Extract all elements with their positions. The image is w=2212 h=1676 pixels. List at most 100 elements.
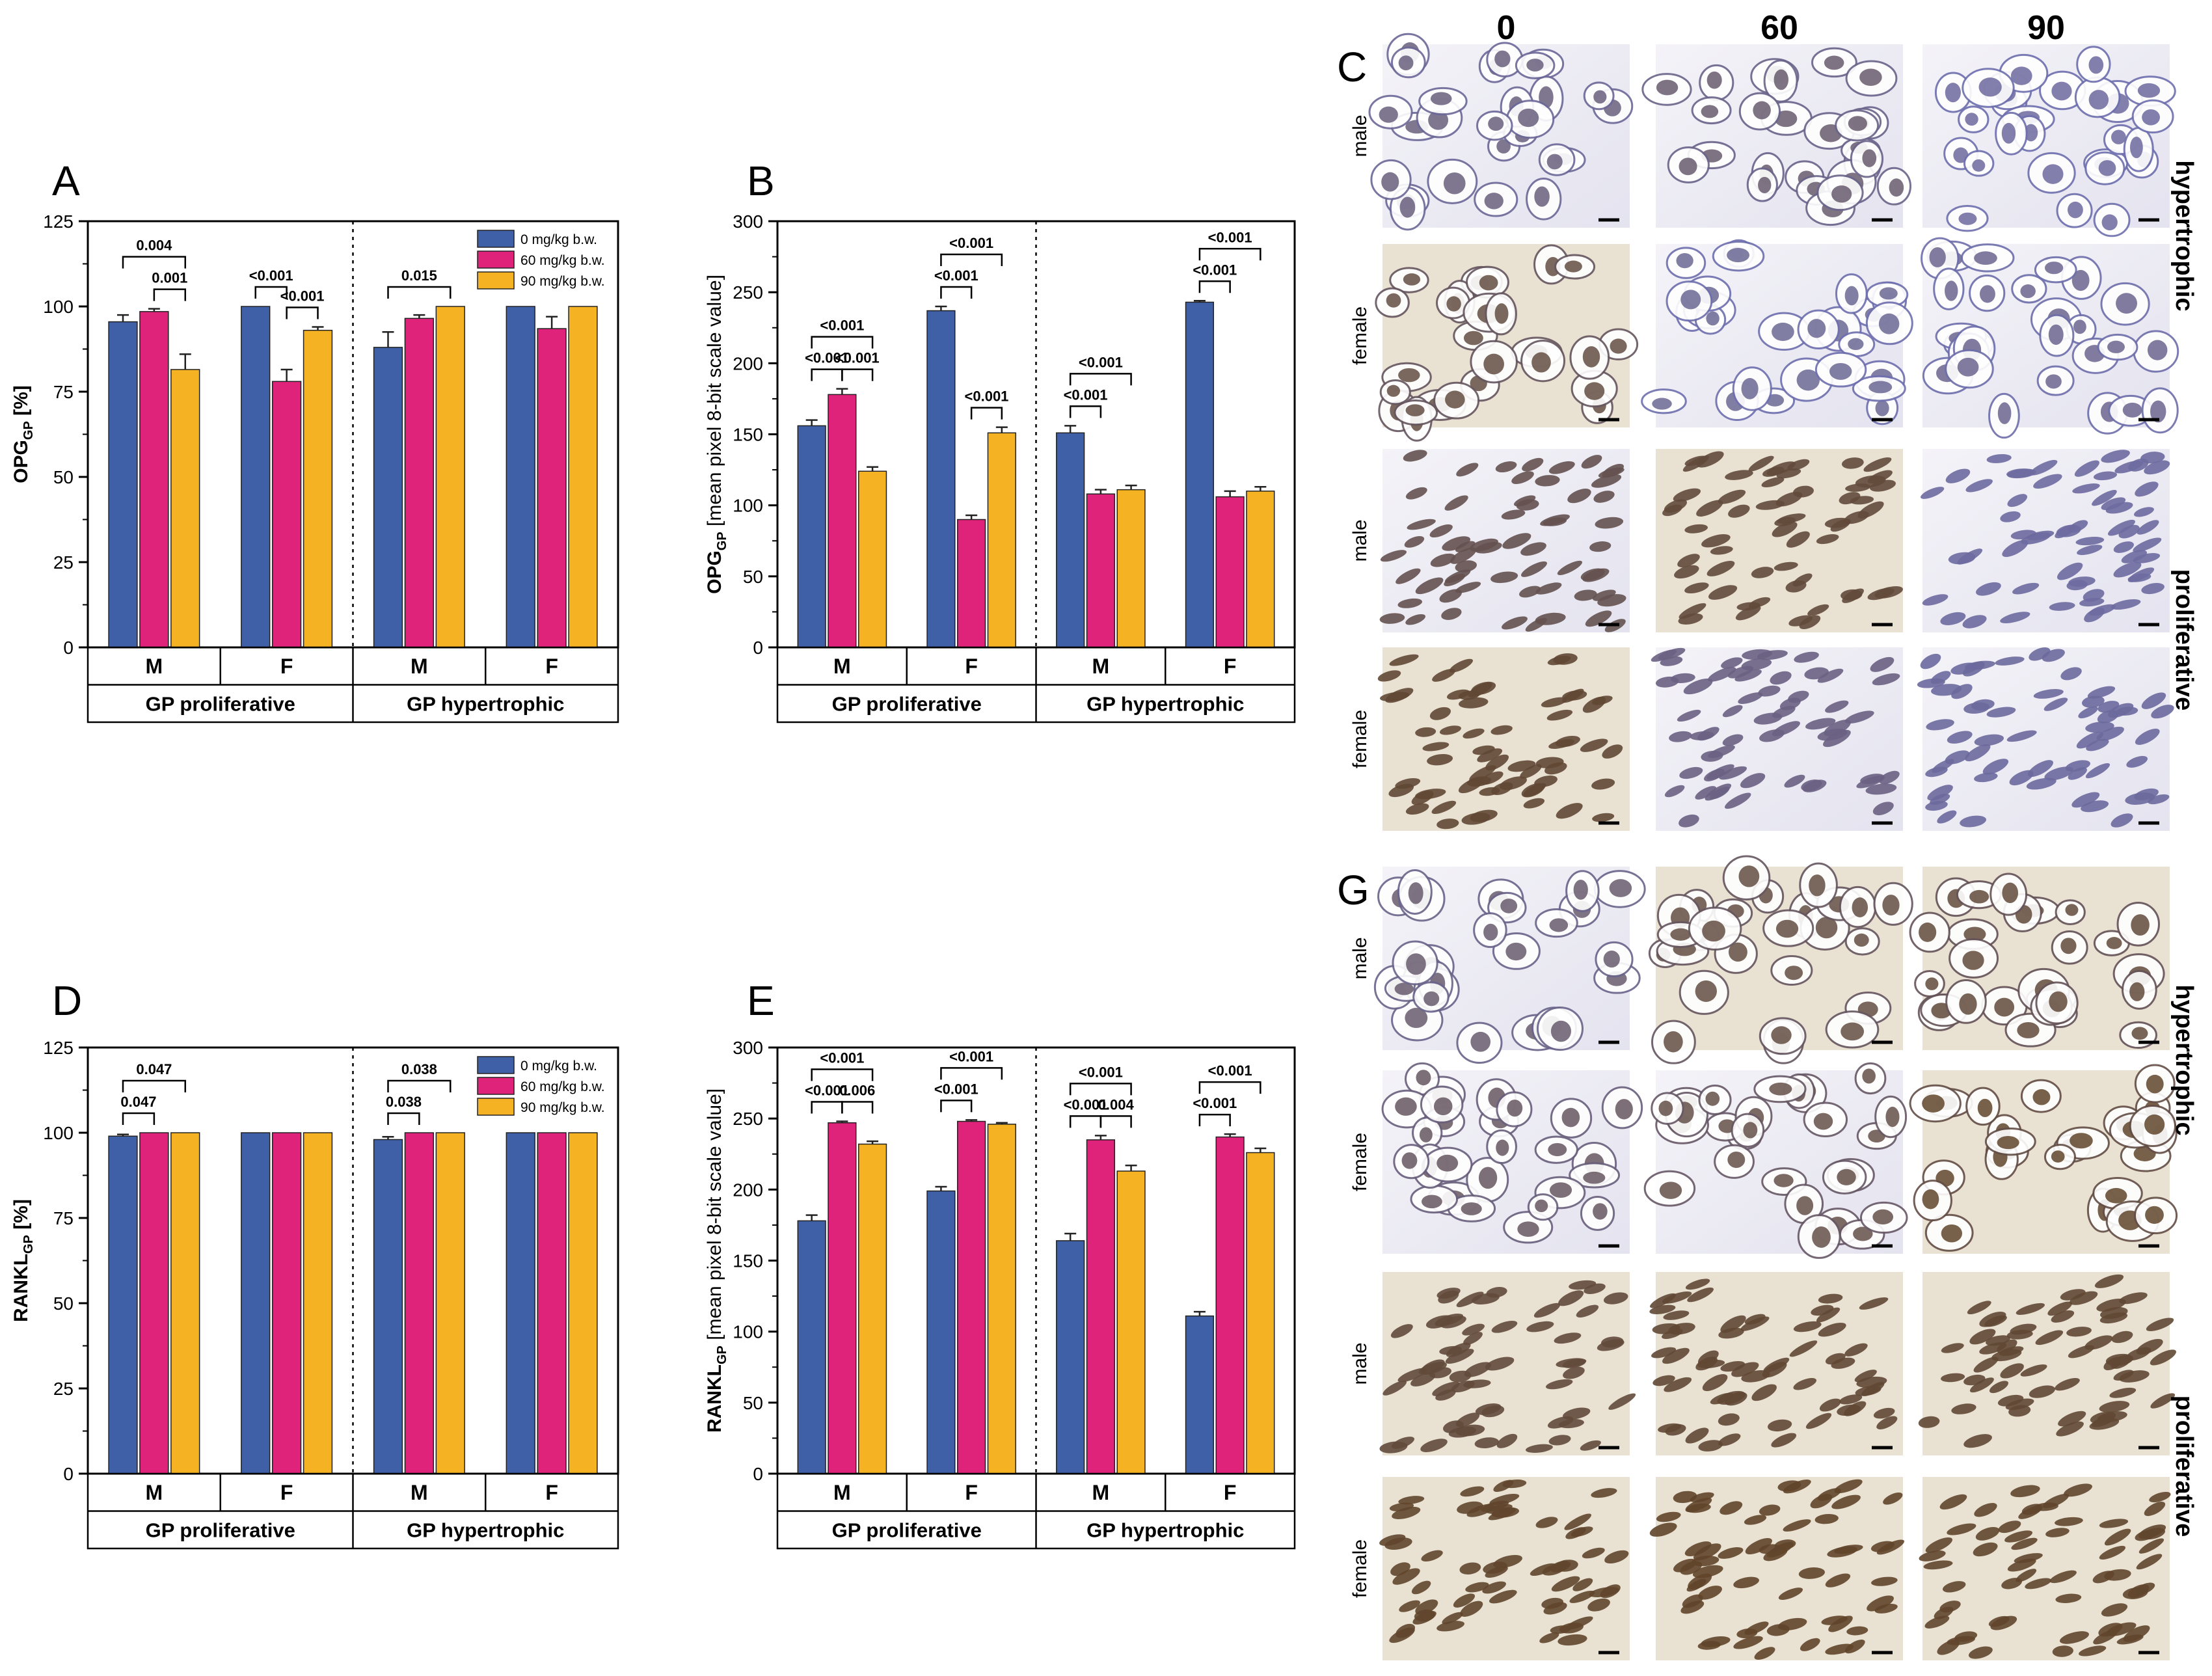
chondrocyte-nucleus xyxy=(1680,290,1701,310)
chondrocyte-nucleus xyxy=(1386,385,1401,397)
chondrocyte-nucleus xyxy=(1432,669,1455,682)
chondrocyte-nucleus xyxy=(2002,539,2029,558)
chondrocyte-nucleus xyxy=(2020,1364,2047,1377)
significance-label: <0.001 xyxy=(1208,1062,1252,1079)
chondrocyte-nucleus xyxy=(1458,777,1484,794)
bar xyxy=(108,321,138,648)
chondrocyte-nucleus xyxy=(1882,895,1900,916)
chondrocyte-nucleus xyxy=(1745,1538,1772,1555)
chondrocyte-nucleus xyxy=(2049,991,2068,1012)
chondrocyte-nucleus xyxy=(1965,479,1993,493)
zone-label: GP hypertrophic xyxy=(407,1519,564,1541)
chondrocyte-nucleus xyxy=(1740,1316,1770,1331)
chondrocyte-nucleus xyxy=(1706,311,1720,326)
column-header: 0 xyxy=(1497,9,1516,47)
chondrocyte-nucleus xyxy=(2057,562,2083,580)
chondrocyte-nucleus xyxy=(2113,1370,2134,1381)
micrograph-image xyxy=(1368,33,1634,231)
significance-bracket xyxy=(1198,248,1261,261)
y-tick-label: 125 xyxy=(43,211,74,232)
bar xyxy=(1215,1136,1245,1474)
chondrocyte-nucleus xyxy=(1741,377,1759,399)
significance-label: <0.001 xyxy=(820,318,864,334)
significance-label: <0.001 xyxy=(934,1081,978,1097)
chondrocyte-nucleus xyxy=(1701,534,1731,548)
chondrocyte-nucleus xyxy=(1496,1433,1518,1448)
chondrocyte-nucleus xyxy=(2150,400,2166,423)
chondrocyte-nucleus xyxy=(1455,1412,1480,1427)
chondrocyte-nucleus xyxy=(1859,1297,1889,1310)
significance-bracket xyxy=(1069,1115,1102,1128)
chondrocyte-nucleus xyxy=(2045,1528,2070,1537)
chondrocyte-nucleus xyxy=(1778,1588,1803,1600)
chart-A: A 0 25 50 75 100 125 OPGGP [%] 0.004 0.001 <0.001 <… xyxy=(10,157,619,723)
chondrocyte-nucleus xyxy=(1941,1224,1963,1243)
chondrocyte-nucleus xyxy=(1962,615,1987,628)
chondrocyte-nucleus xyxy=(1556,803,1583,819)
chondrocyte-nucleus xyxy=(1684,524,1708,534)
chondrocyte-nucleus xyxy=(1548,1142,1567,1157)
chondrocyte-nucleus xyxy=(2135,481,2159,497)
chondrocyte-nucleus xyxy=(1610,338,1627,354)
chondrocyte-nucleus xyxy=(1656,1511,1681,1522)
chondrocyte-nucleus xyxy=(1979,1342,2007,1355)
panel-letter-B: B xyxy=(747,157,775,204)
chondrocyte-nucleus xyxy=(1422,742,1450,751)
chondrocyte-nucleus xyxy=(2148,794,2170,805)
chondrocyte-nucleus xyxy=(1971,699,1995,711)
chondrocyte-nucleus xyxy=(2097,1411,2127,1423)
chondrocyte-nucleus xyxy=(1439,589,1463,603)
chondrocyte-nucleus xyxy=(1685,1278,1710,1290)
chondrocyte-nucleus xyxy=(1763,1547,1788,1561)
chondrocyte-nucleus xyxy=(1798,1567,1825,1579)
chondrocyte-nucleus xyxy=(1879,287,1898,300)
chondrocyte-nucleus xyxy=(1422,1195,1442,1209)
chondrocyte-nucleus xyxy=(1998,1521,2021,1534)
bar xyxy=(373,347,403,648)
chondrocyte-nucleus xyxy=(1772,521,1798,537)
chondrocyte-nucleus xyxy=(1878,313,1900,334)
legend-swatch xyxy=(477,1077,515,1095)
chondrocyte-nucleus xyxy=(1854,933,1869,947)
chondrocyte-nucleus xyxy=(1718,1547,1744,1559)
chondrocyte-nucleus xyxy=(2150,1393,2176,1409)
chondrocyte-nucleus xyxy=(2131,1027,2148,1040)
significance-label: <0.001 xyxy=(1193,262,1237,278)
chondrocyte-nucleus xyxy=(1973,1357,1999,1373)
chondrocyte-nucleus xyxy=(1461,813,1490,825)
chondrocyte-nucleus xyxy=(1380,550,1407,562)
chondrocyte-nucleus xyxy=(2074,460,2099,477)
chondrocyte-nucleus xyxy=(1494,50,1511,68)
chondrocyte-nucleus xyxy=(2008,1405,2031,1417)
sex-label: F xyxy=(965,1481,978,1504)
chondrocyte-nucleus xyxy=(1794,651,1819,663)
chondrocyte-nucleus xyxy=(1975,1527,2000,1541)
chondrocyte-nucleus xyxy=(1446,689,1470,700)
chondrocyte-nucleus xyxy=(2085,763,2111,779)
chondrocyte-nucleus xyxy=(1986,707,2016,718)
chondrocyte-nucleus xyxy=(1844,710,1874,723)
chondrocyte-nucleus xyxy=(1818,1293,1843,1304)
chondrocyte-nucleus xyxy=(1442,536,1470,551)
chondrocyte-nucleus xyxy=(1959,993,1977,1015)
chondrocyte-nucleus xyxy=(1534,186,1550,207)
chondrocyte-nucleus xyxy=(1399,1600,1420,1612)
chondrocyte-nucleus xyxy=(1533,1303,1561,1318)
chondrocyte-nucleus xyxy=(1812,1226,1831,1248)
chondrocyte-nucleus xyxy=(1947,731,1973,744)
chondrocyte-nucleus xyxy=(2109,1387,2137,1398)
chondrocyte-nucleus xyxy=(1456,1291,1484,1308)
chondrocyte-nucleus xyxy=(1721,657,1743,669)
significance-label: <0.001 xyxy=(1064,1096,1108,1113)
zone-label: GP proliferative xyxy=(832,1519,982,1541)
chondrocyte-nucleus xyxy=(1463,1379,1491,1388)
chondrocyte-nucleus xyxy=(2020,284,2036,299)
chondrocyte-nucleus xyxy=(1609,879,1632,897)
bar xyxy=(1086,493,1115,648)
chondrocyte-nucleus xyxy=(1684,1541,1712,1556)
chondrocyte-nucleus xyxy=(1559,1622,1584,1634)
chondrocyte-nucleus xyxy=(1951,684,1973,699)
chondrocyte-nucleus xyxy=(1846,1626,1868,1636)
chondrocyte-nucleus xyxy=(1793,1378,1817,1390)
chondrocyte-nucleus xyxy=(1783,1519,1811,1532)
